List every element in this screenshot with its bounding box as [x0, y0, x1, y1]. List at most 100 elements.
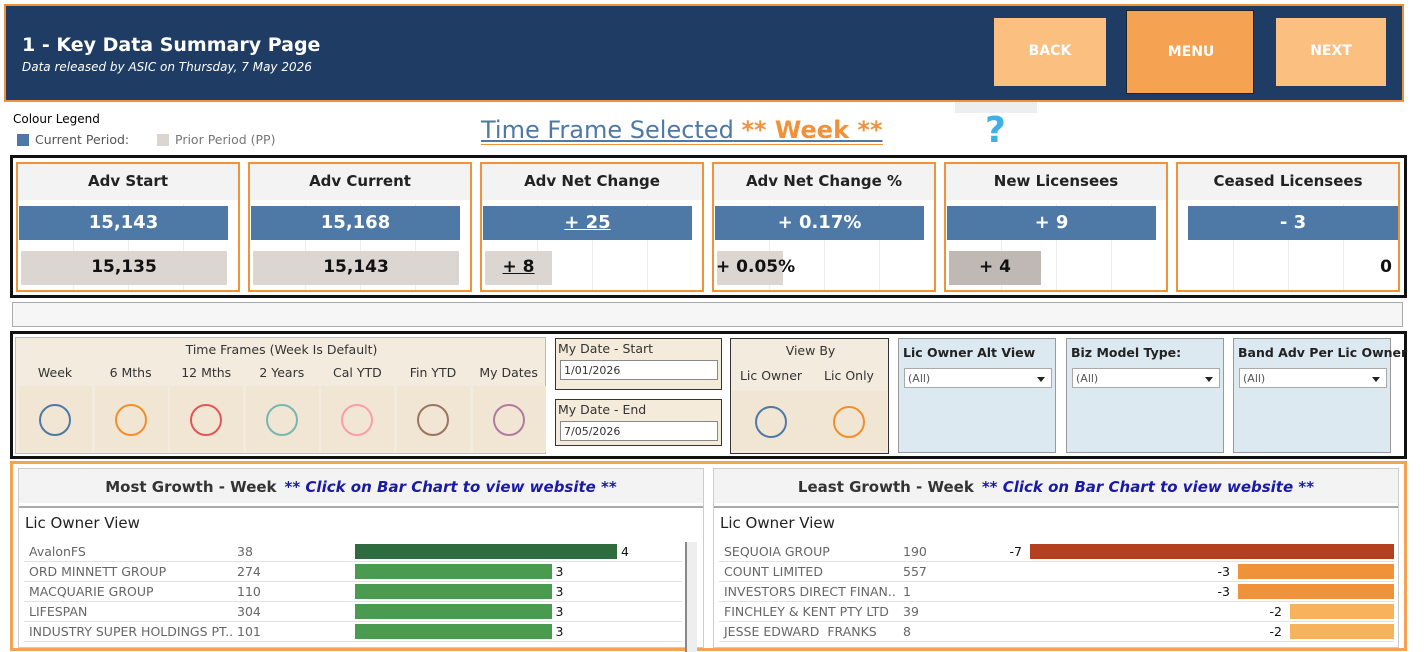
- kpi-card: New Licensees + 9 + 4: [944, 162, 1168, 292]
- row-count: 101: [237, 624, 261, 639]
- bar-label: 3: [555, 604, 564, 619]
- kpi-current-bar: + 9: [947, 206, 1156, 240]
- nav-button-label: BACK: [1028, 43, 1072, 59]
- bar-label: -3: [1217, 564, 1230, 579]
- dropdown-value: (All): [908, 372, 931, 385]
- kpi-current: 15,168: [320, 212, 391, 233]
- kpi-current: + 0.17%: [777, 212, 862, 233]
- time-frame-value: ** Week **: [741, 116, 883, 144]
- dropdown-select[interactable]: (All): [904, 368, 1052, 388]
- date-value: 1/01/2026: [564, 364, 621, 377]
- growth-bar[interactable]: [355, 564, 552, 579]
- dropdown-arrow: [1205, 377, 1213, 382]
- kpi-header: Adv Current: [250, 164, 470, 200]
- option-label: Cal YTD: [333, 365, 382, 380]
- row-name: FINCHLEY & KENT PTY LTD: [724, 604, 889, 619]
- dropdown-select[interactable]: (All): [1239, 368, 1387, 388]
- grid-line: [879, 204, 880, 290]
- growth-bar[interactable]: [1290, 624, 1394, 639]
- time-frame: Time Frame Selected ** Week **: [481, 116, 883, 145]
- dropdown-label: Band Adv Per Lic Owner: [1238, 345, 1408, 360]
- kpi-current-bar: 15,143: [19, 206, 228, 240]
- radio-button[interactable]: [265, 404, 298, 436]
- list-title: Least Growth - Week: [797, 478, 974, 496]
- dropdown-label: Lic Owner Alt View: [903, 345, 1036, 360]
- kpi-prior: + 8: [502, 257, 535, 277]
- growth-bar[interactable]: [355, 624, 552, 639]
- row-line: [24, 641, 682, 642]
- kpi-card: Ceased Licensees - 3 0: [1176, 162, 1400, 292]
- grid-line: [592, 204, 593, 290]
- help-icon[interactable]: ?: [985, 110, 1006, 151]
- legend-title: Colour Legend: [13, 112, 100, 126]
- growth-bar[interactable]: [355, 544, 617, 559]
- grid-line: [1056, 204, 1057, 290]
- growth-bar[interactable]: [355, 604, 552, 619]
- grid-line: [1001, 204, 1002, 290]
- kpi-prior: 15,143: [323, 257, 389, 277]
- grid-line: [305, 204, 306, 290]
- radio-button[interactable]: [341, 404, 374, 436]
- grid-line: [537, 204, 538, 290]
- radio-button[interactable]: [114, 404, 147, 436]
- radio-button[interactable]: [190, 404, 223, 436]
- separator: [714, 506, 1398, 508]
- kpi-prior-bar: [21, 251, 227, 285]
- radio-button[interactable]: [755, 406, 787, 438]
- grid-line: [1111, 204, 1112, 290]
- kpi-card: Adv Start 15,143 15,135: [16, 162, 240, 292]
- row-line: [24, 561, 682, 562]
- bar-label: 3: [555, 584, 564, 599]
- kpi-prior: + 4: [979, 257, 1011, 277]
- dropdown-select[interactable]: (All): [1072, 368, 1220, 388]
- radio-button[interactable]: [417, 404, 449, 436]
- kpi-card: Adv Net Change + 25 + 8: [480, 162, 704, 292]
- selector-title: Time Frames (Week Is Default): [185, 342, 378, 357]
- kpi-prior: + 0.05%: [716, 257, 796, 277]
- date-input[interactable]: 1/01/2026: [560, 360, 718, 380]
- dropdown-arrow: [1372, 377, 1380, 382]
- growth-bar[interactable]: [1238, 564, 1394, 579]
- radio-button[interactable]: [39, 404, 71, 436]
- nav-button[interactable]: BACK: [994, 18, 1106, 86]
- growth-bar[interactable]: [355, 584, 552, 599]
- dropdown-arrow: [1037, 377, 1045, 382]
- list-heading: Most Growth - Week ** Click on Bar Chart …: [19, 478, 703, 496]
- growth-bar[interactable]: [1290, 604, 1394, 619]
- row-name: COUNT LIMITED: [724, 564, 823, 579]
- page-title: 1 - Key Data Summary Page: [22, 34, 321, 56]
- nav-button-label: NEXT: [1310, 43, 1352, 59]
- list-subtitle: Lic Owner View: [25, 514, 140, 532]
- date-input[interactable]: 7/05/2026: [560, 421, 718, 441]
- nav-button[interactable]: MENU: [1126, 10, 1254, 94]
- list-heading: Least Growth - Week ** Click on Bar Chart…: [714, 478, 1398, 496]
- growth-bar[interactable]: [1030, 544, 1394, 559]
- grid-line: [769, 204, 770, 290]
- kpi-header: Ceased Licensees: [1178, 164, 1398, 200]
- radio-button[interactable]: [492, 404, 525, 436]
- row-count: 8: [903, 624, 911, 639]
- option-label: 2 Years: [259, 365, 305, 380]
- option-label: Fin YTD: [409, 365, 457, 380]
- scrollbar[interactable]: [685, 542, 697, 652]
- list-header: Most Growth - Week ** Click on Bar Chart …: [19, 469, 703, 503]
- kpi-current-bar: 15,168: [251, 206, 460, 240]
- radio-button[interactable]: [833, 406, 865, 438]
- kpi-current: 15,143: [88, 212, 159, 233]
- row-line: [719, 641, 1394, 642]
- option-label: 6 Mths: [109, 365, 152, 380]
- growth-bar[interactable]: [1238, 584, 1394, 599]
- row-name: INVESTORS DIRECT FINAN..: [724, 584, 896, 599]
- kpi-title: Ceased Licensees: [1213, 172, 1363, 190]
- row-count: 190: [903, 544, 927, 559]
- grid-line: [183, 204, 184, 290]
- legend-item: Current Period:: [35, 132, 130, 147]
- list-note: ** Click on Bar Chart to view website **: [284, 478, 617, 496]
- kpi-current-bar: - 3: [1188, 206, 1398, 240]
- bar-label: -2: [1269, 604, 1282, 619]
- nav-button[interactable]: NEXT: [1276, 18, 1386, 86]
- row-name: LIFESPAN: [29, 604, 88, 619]
- row-line: [719, 601, 1394, 602]
- bar-label: -3: [1217, 584, 1230, 599]
- row-name: INDUSTRY SUPER HOLDINGS PT..: [29, 624, 234, 639]
